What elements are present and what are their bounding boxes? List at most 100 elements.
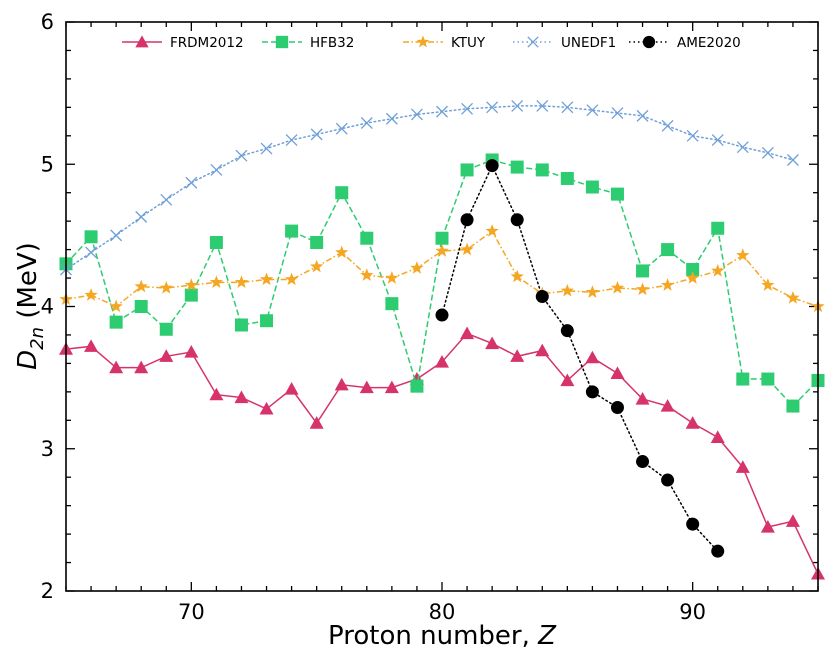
data-point-frdm2012 — [209, 387, 224, 401]
legend-marker-hfb32 — [275, 35, 289, 49]
y-tick-label: 3 — [41, 437, 54, 461]
data-point-frdm2012 — [184, 345, 199, 358]
data-point-ktuy — [485, 224, 499, 237]
data-point-unedf1 — [285, 134, 298, 147]
data-point-hfb32 — [184, 288, 198, 302]
data-point-unedf1 — [511, 99, 524, 112]
data-point-ame2020 — [610, 400, 624, 414]
data-point-ktuy — [410, 261, 424, 274]
data-point-unedf1 — [410, 108, 423, 121]
data-point-frdm2012 — [134, 360, 149, 374]
data-point-hfb32 — [285, 224, 299, 238]
data-point-frdm2012 — [284, 382, 299, 395]
data-point-ktuy — [510, 269, 524, 283]
data-point-ktuy — [585, 285, 600, 298]
data-point-hfb32 — [360, 231, 374, 245]
legend-label-hfb32: HFB32 — [310, 35, 354, 51]
data-point-frdm2012 — [234, 390, 249, 404]
data-point-unedf1 — [711, 134, 724, 147]
data-point-ktuy — [360, 268, 374, 281]
x-axis-title-var: Z — [537, 621, 557, 651]
series-layer — [59, 99, 825, 580]
x-axis-title-text: Proton number, — [328, 621, 538, 651]
legend-label-ame2020: AME2020 — [677, 35, 741, 51]
data-point-frdm2012 — [560, 373, 575, 387]
data-point-frdm2012 — [159, 349, 174, 362]
y-tick-label: 6 — [41, 10, 54, 34]
data-point-unedf1 — [235, 149, 248, 162]
data-point-ame2020 — [460, 213, 474, 227]
data-point-ktuy — [385, 271, 399, 284]
data-point-ktuy — [736, 248, 750, 261]
data-point-unedf1 — [335, 122, 348, 135]
data-point-ame2020 — [711, 544, 725, 558]
data-point-ktuy — [134, 279, 148, 293]
data-point-ktuy — [310, 259, 324, 273]
data-point-frdm2012 — [384, 380, 399, 394]
data-point-ktuy — [610, 281, 625, 294]
data-point-ame2020 — [686, 517, 700, 531]
data-point-hfb32 — [560, 171, 574, 185]
data-point-frdm2012 — [610, 366, 625, 379]
legend-label-ktuy: KTUY — [451, 35, 486, 51]
data-point-frdm2012 — [710, 430, 725, 443]
legend-marker-unedf1 — [527, 36, 539, 48]
data-point-unedf1 — [611, 107, 624, 119]
data-point-frdm2012 — [635, 391, 650, 405]
data-point-unedf1 — [185, 176, 198, 189]
data-point-hfb32 — [686, 263, 700, 277]
data-point-frdm2012 — [334, 377, 349, 391]
x-tick-label: 90 — [679, 600, 706, 624]
legend: FRDM2012 HFB32 KTUY UNEDF1 AME2020 — [122, 35, 741, 51]
data-point-frdm2012 — [359, 380, 374, 394]
y-axis-title-unit: (MeV) — [13, 242, 43, 327]
data-point-unedf1 — [786, 154, 799, 166]
data-point-ame2020 — [661, 473, 675, 487]
data-point-ktuy — [560, 283, 574, 297]
data-point-ktuy — [284, 272, 299, 286]
data-point-ame2020 — [636, 455, 650, 469]
data-point-unedf1 — [461, 102, 474, 115]
data-point-unedf1 — [360, 117, 373, 129]
legend-label-frdm2012: FRDM2012 — [170, 35, 244, 51]
y-tick-label: 2 — [41, 579, 54, 603]
data-point-ktuy — [209, 275, 224, 288]
data-point-unedf1 — [586, 104, 599, 117]
y-axis-title-sub: 2n — [27, 327, 48, 350]
data-point-hfb32 — [435, 231, 449, 245]
data-point-hfb32 — [385, 297, 399, 311]
data-point-ktuy — [184, 278, 198, 291]
data-point-unedf1 — [561, 101, 574, 114]
data-point-frdm2012 — [535, 343, 550, 357]
data-point-frdm2012 — [760, 519, 775, 533]
data-point-hfb32 — [535, 163, 549, 177]
y-axis-title: D2n (MeV) — [13, 242, 48, 370]
data-point-ktuy — [259, 272, 274, 286]
data-point-ktuy — [435, 244, 449, 257]
data-point-ktuy — [335, 245, 349, 259]
data-point-unedf1 — [636, 109, 649, 122]
data-point-frdm2012 — [460, 326, 475, 340]
data-point-ktuy — [109, 299, 123, 313]
series-unedf1 — [60, 99, 799, 276]
data-point-ame2020 — [435, 308, 449, 322]
data-point-frdm2012 — [585, 350, 600, 364]
series-line-ame2020 — [441, 163, 719, 552]
data-point-unedf1 — [736, 141, 749, 154]
data-point-unedf1 — [110, 229, 123, 242]
legend-marker-frdm2012 — [135, 35, 149, 48]
data-point-ktuy — [686, 271, 700, 284]
tick-labels: 70 80 90 2 3 4 5 6 — [41, 10, 706, 624]
data-point-hfb32 — [335, 186, 349, 200]
data-point-ame2020 — [585, 385, 599, 399]
data-point-frdm2012 — [259, 401, 274, 415]
data-point-hfb32 — [234, 318, 248, 332]
x-axis-title: Proton number, Z — [328, 621, 557, 651]
data-point-hfb32 — [410, 379, 424, 393]
data-point-ame2020 — [510, 213, 524, 227]
data-point-hfb32 — [310, 235, 324, 249]
data-point-ktuy — [460, 242, 474, 256]
data-point-hfb32 — [711, 221, 725, 235]
